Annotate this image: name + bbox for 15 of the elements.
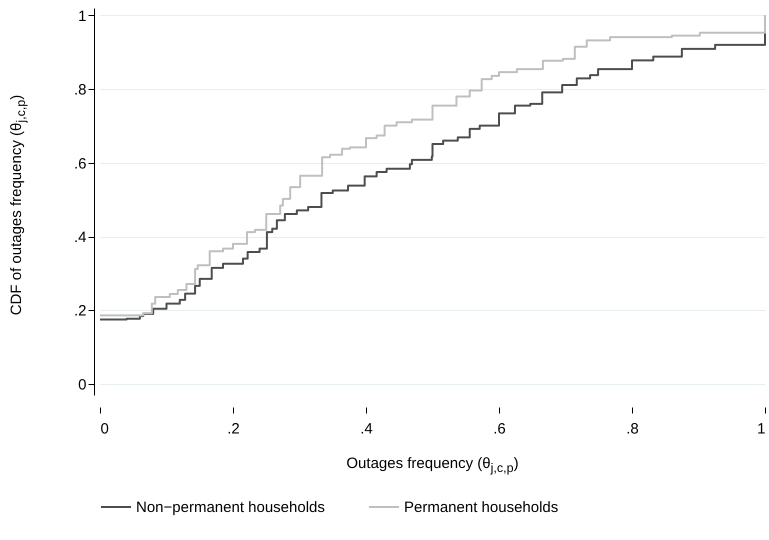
y-tick-label: 1 [78,8,86,25]
x-tick-label: .4 [360,420,373,438]
x-tick-label: .2 [227,420,240,438]
legend-label: Non−permanent households [136,499,325,516]
x-tick-label: 0 [100,420,109,438]
y-tick-label: .8 [74,82,86,99]
x-tick-label: .6 [493,420,506,438]
y-tick-label: .6 [74,155,86,172]
legend-label: Permanent households [404,499,558,516]
x-tick-label: .8 [626,420,639,438]
x-axis-title: Outages frequency (θ$_{j,c,p}$) [345,455,520,475]
y-tick-label: 0 [78,376,86,394]
y-tick-label: .4 [74,229,86,246]
y-tick-label: .2 [74,302,86,320]
x-tick-label: 1 [757,420,766,438]
